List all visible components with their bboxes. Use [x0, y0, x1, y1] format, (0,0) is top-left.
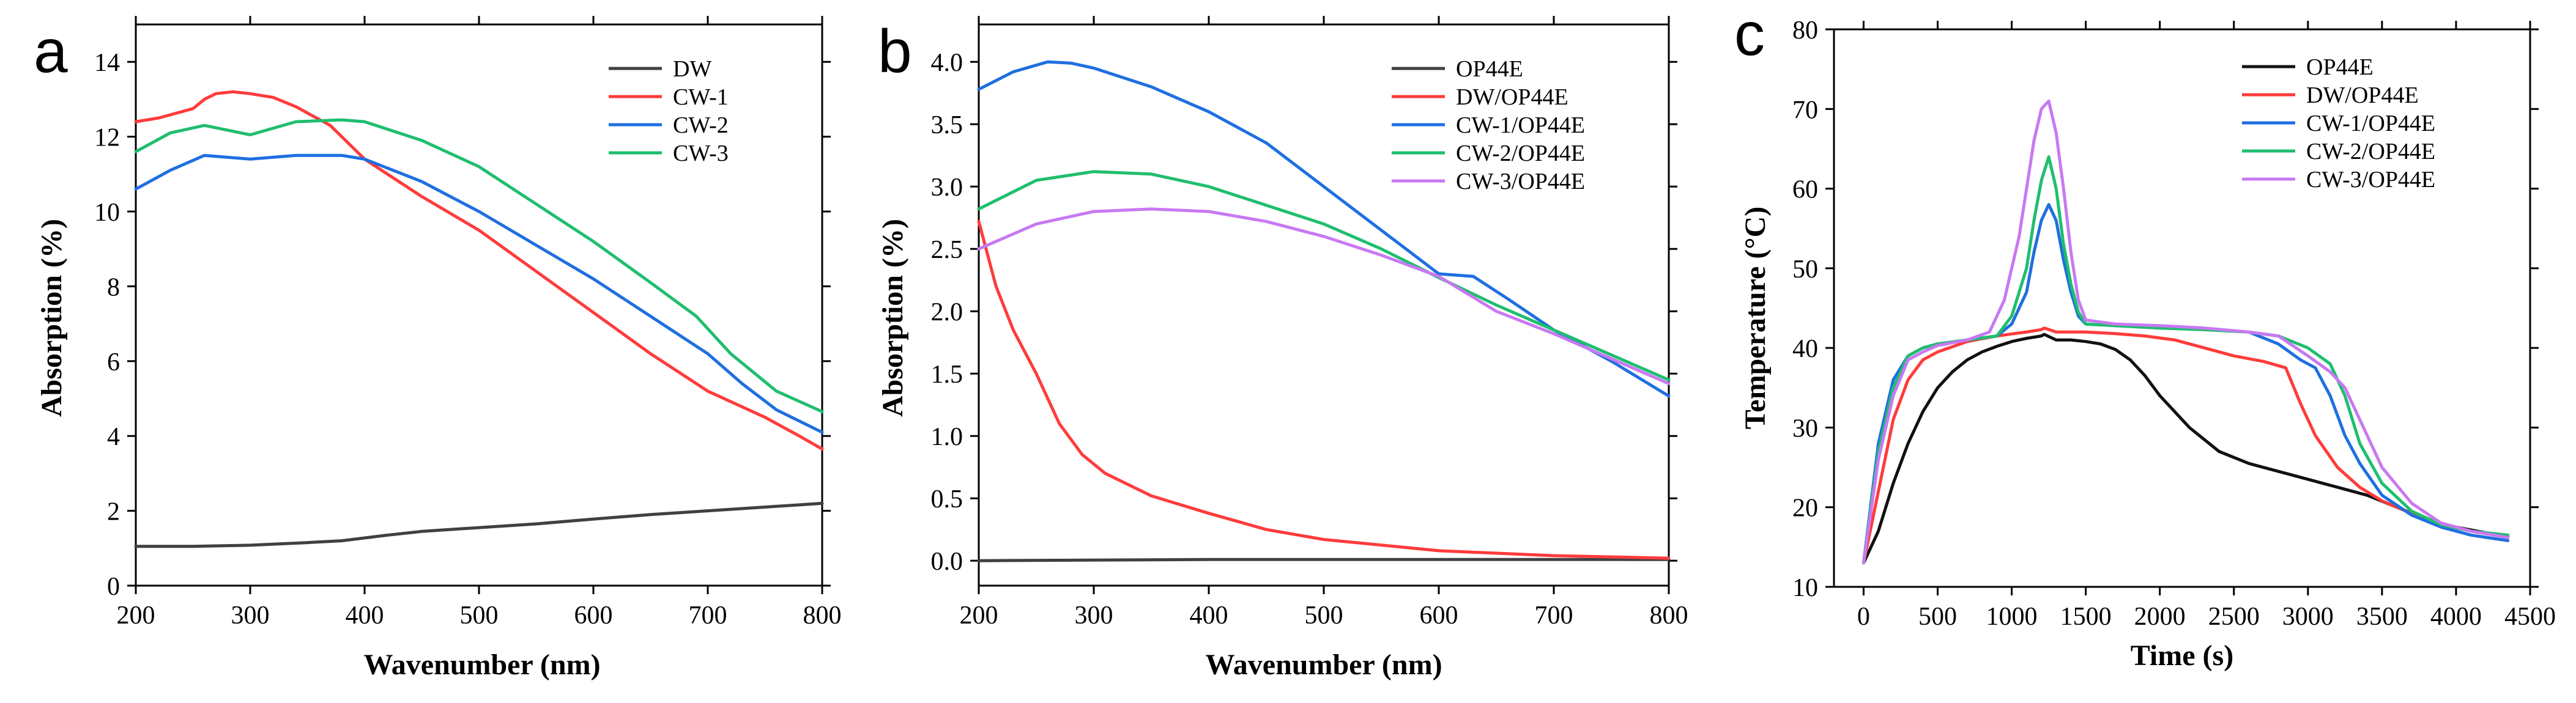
y-tick-label: 3.0	[931, 174, 963, 202]
x-tick-label: 500	[1305, 602, 1343, 630]
y-tick-label: 80	[1792, 17, 1818, 45]
panel-c-chart: 0 500 1000 1500 2000 2500 3000 3500 4000 4500 10 20…	[1792, 17, 2556, 631]
y-tick-label: 2.0	[931, 298, 963, 326]
panel-b-ylabel: Absorption (%)	[877, 219, 909, 417]
series-line	[134, 501, 824, 548]
x-tick-label: 4500	[2504, 603, 2556, 631]
panel-c-letter: c	[1734, 0, 1765, 68]
y-tick-label: 10	[94, 199, 120, 227]
y-tick-label: 2	[107, 498, 120, 526]
y-tick-label: 4	[107, 423, 120, 451]
panel-b-letter: b	[878, 17, 912, 86]
legend-label: CW-3	[673, 141, 729, 166]
panel-a-xlabel: Wavenumber (nm)	[363, 649, 600, 681]
y-tick-label: 50	[1792, 256, 1818, 284]
x-tick-label: 200	[960, 602, 998, 630]
x-tick-label: 2500	[2208, 603, 2260, 631]
legend-label: OP44E	[2306, 54, 2374, 80]
x-tick-label: 500	[1918, 603, 1957, 631]
y-tick-label: 0	[107, 573, 120, 601]
y-tick-label: 6	[107, 348, 120, 377]
x-tick-label: 600	[1420, 602, 1458, 630]
x-tick-label: 300	[231, 602, 270, 630]
legend-label: CW-3/OP44E	[1456, 169, 1585, 194]
series-line	[977, 60, 1671, 398]
panel-c-xlabel: Time (s)	[2131, 639, 2233, 672]
legend-label: CW-2/OP44E	[1456, 141, 1585, 166]
legend-label: DW	[673, 56, 711, 82]
x-tick-label: 400	[1190, 602, 1228, 630]
y-tick-label: 1.0	[931, 423, 963, 451]
x-tick-label: 3000	[2282, 603, 2334, 631]
series-line	[1861, 99, 2510, 565]
legend-label: CW-1/OP44E	[1456, 112, 1585, 138]
y-tick-label: 4.0	[931, 49, 963, 77]
panel-a-ylabel: Absorption (%)	[35, 219, 68, 417]
x-tick-label: 700	[1535, 602, 1573, 630]
x-tick-label: 4000	[2430, 603, 2482, 631]
x-tick-label: 800	[803, 602, 842, 630]
y-tick-label: 2.5	[931, 236, 963, 264]
y-tick-label: 14	[94, 49, 120, 77]
y-tick-label: 10	[1792, 574, 1818, 602]
x-tick-label: 600	[574, 602, 613, 630]
panel-a-letter: a	[34, 17, 68, 86]
series-line	[134, 90, 824, 451]
x-tick-label: 1500	[2060, 603, 2112, 631]
x-tick-label: 1000	[1986, 603, 2038, 631]
y-tick-label: 0.5	[931, 485, 963, 513]
y-tick-label: 1.5	[931, 361, 963, 389]
series-line	[977, 170, 1671, 381]
y-tick-label: 70	[1792, 96, 1818, 124]
panel-b-chart: 200 300 400 500 600 700 800 0.0 0.5 1.0 1.5 2.0 2.5 3…	[931, 16, 1688, 630]
series-line	[977, 558, 1671, 562]
series-line	[134, 118, 824, 413]
y-tick-label: 3.5	[931, 111, 963, 139]
x-tick-label: 400	[346, 602, 384, 630]
x-tick-label: 3500	[2356, 603, 2408, 631]
x-tick-label: 300	[1075, 602, 1113, 630]
y-tick-label: 0.0	[931, 548, 963, 576]
legend-label: CW-2/OP44E	[2306, 139, 2435, 164]
x-tick-label: 2000	[2134, 603, 2186, 631]
legend-label: DW/OP44E	[1456, 84, 1568, 110]
panel-c-ylabel: Temperature (°C)	[1739, 207, 1772, 429]
y-tick-label: 8	[107, 273, 120, 301]
plot-frame	[1833, 28, 2531, 588]
x-tick-label: 0	[1857, 603, 1870, 631]
y-tick-label: 20	[1792, 495, 1818, 523]
y-tick-label: 12	[94, 124, 120, 152]
series-line	[1861, 333, 2510, 565]
y-tick-label: 60	[1792, 176, 1818, 204]
legend-label: CW-1	[673, 84, 729, 110]
y-tick-label: 40	[1792, 335, 1818, 363]
x-tick-label: 500	[460, 602, 499, 630]
x-tick-label: 200	[117, 602, 155, 630]
series-line	[977, 219, 1671, 560]
series-line	[977, 207, 1671, 385]
x-tick-label: 800	[1650, 602, 1688, 630]
legend-label: CW-2	[673, 112, 729, 138]
panel-b-xlabel: Wavenumber (nm)	[1205, 649, 1442, 681]
legend-label: CW-3/OP44E	[2306, 167, 2435, 193]
series-line	[134, 153, 824, 434]
x-tick-label: 700	[689, 602, 727, 630]
legend-label: DW/OP44E	[2306, 83, 2419, 108]
series-line	[1861, 326, 2510, 565]
legend-label: CW-1/OP44E	[2306, 111, 2435, 136]
y-tick-label: 30	[1792, 414, 1818, 443]
legend-label: OP44E	[1456, 56, 1523, 82]
